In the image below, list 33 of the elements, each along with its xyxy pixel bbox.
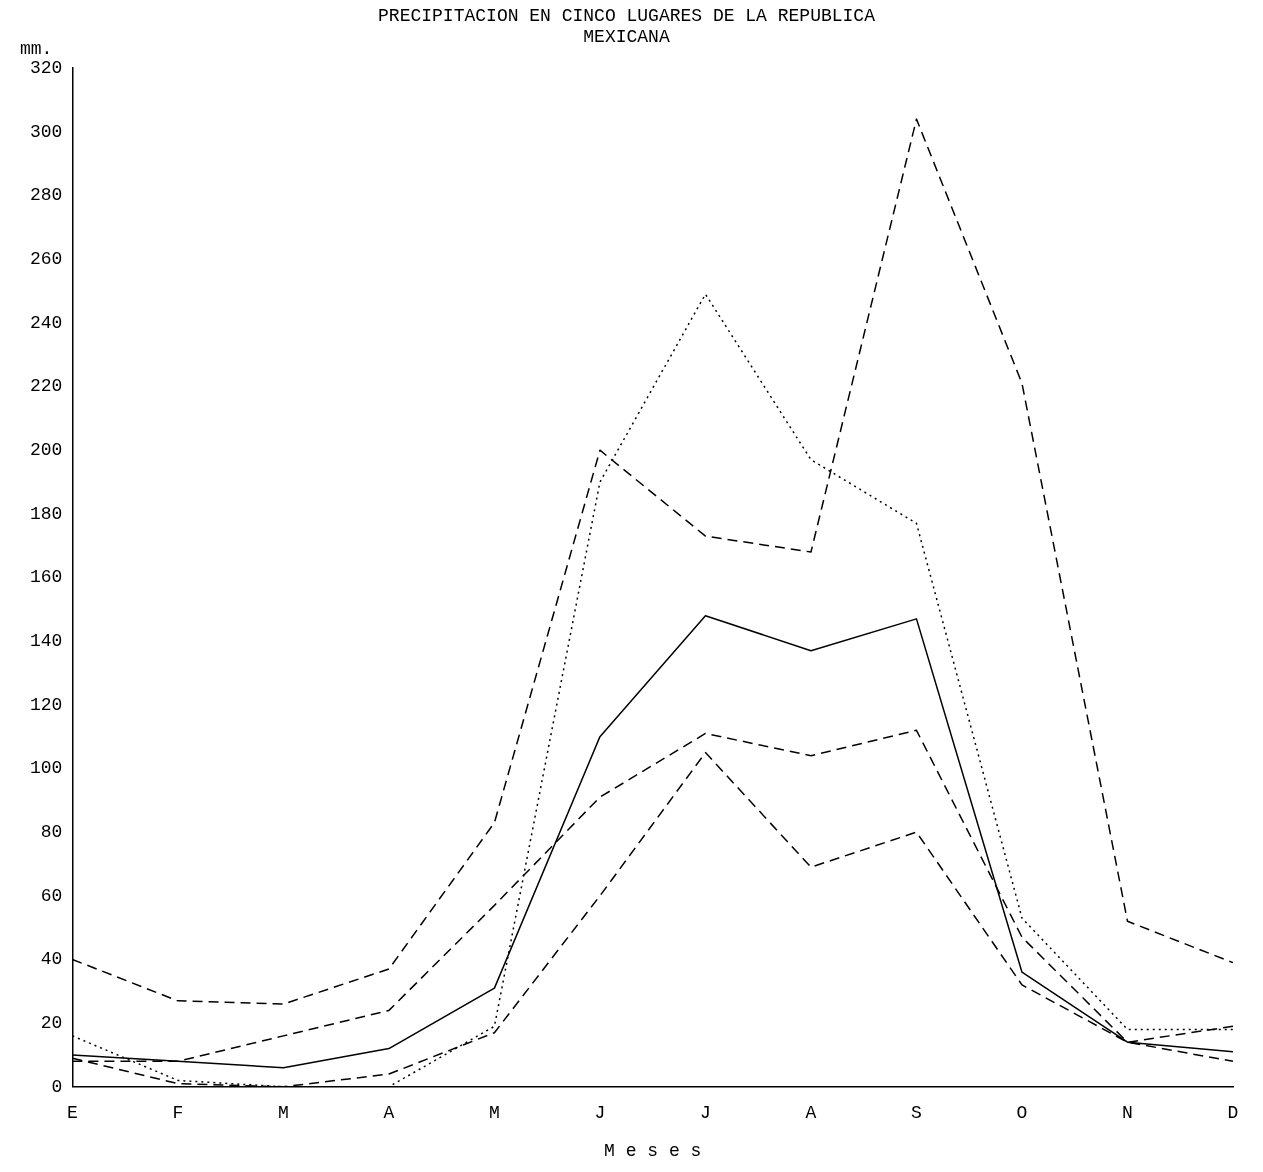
x-tick-label: D (1227, 1103, 1239, 1124)
y-tick-label: 280 (30, 185, 63, 206)
y-tick-label: 140 (30, 630, 63, 651)
text: PRECIPITACION EN CINCO LUGARES DE LA REPUBLICA (378, 5, 875, 26)
y-tick-label: 200 (30, 439, 63, 460)
y-tick-label: 20 (40, 1012, 63, 1033)
x-tick-label: A (383, 1103, 395, 1124)
y-tick-label: 180 (30, 503, 63, 524)
x-tick-label: A (805, 1103, 817, 1124)
x-tick-label: M (278, 1103, 289, 1124)
y-tick-label: 80 (40, 821, 63, 842)
y-axis-title: mm. (20, 38, 53, 59)
y-tick-label: 0 (51, 1076, 63, 1097)
x-tick-label: O (1016, 1103, 1028, 1124)
y-tick-label: 260 (30, 248, 63, 269)
x-tick-label: E (67, 1103, 78, 1124)
y-tick-label: 160 (30, 567, 63, 588)
y-tick-label: 40 (40, 949, 63, 970)
y-tick-label: 120 (30, 694, 63, 715)
x-tick-label: N (1122, 1103, 1133, 1124)
y-tick-label: 300 (30, 121, 63, 142)
x-tick-label: J (700, 1103, 711, 1124)
y-tick-label: 220 (30, 376, 63, 397)
x-tick-label: M (489, 1103, 500, 1124)
x-axis-title: M e s e s (604, 1140, 702, 1161)
y-tick-label: 60 (40, 885, 63, 906)
text: MEXICANA (583, 27, 670, 48)
x-tick-label: S (911, 1103, 922, 1124)
x-tick-label: J (594, 1103, 606, 1124)
x-tick-label: F (172, 1103, 184, 1124)
y-tick-label: 100 (30, 758, 63, 779)
y-tick-label: 240 (30, 312, 63, 333)
y-tick-label: 320 (30, 57, 63, 78)
